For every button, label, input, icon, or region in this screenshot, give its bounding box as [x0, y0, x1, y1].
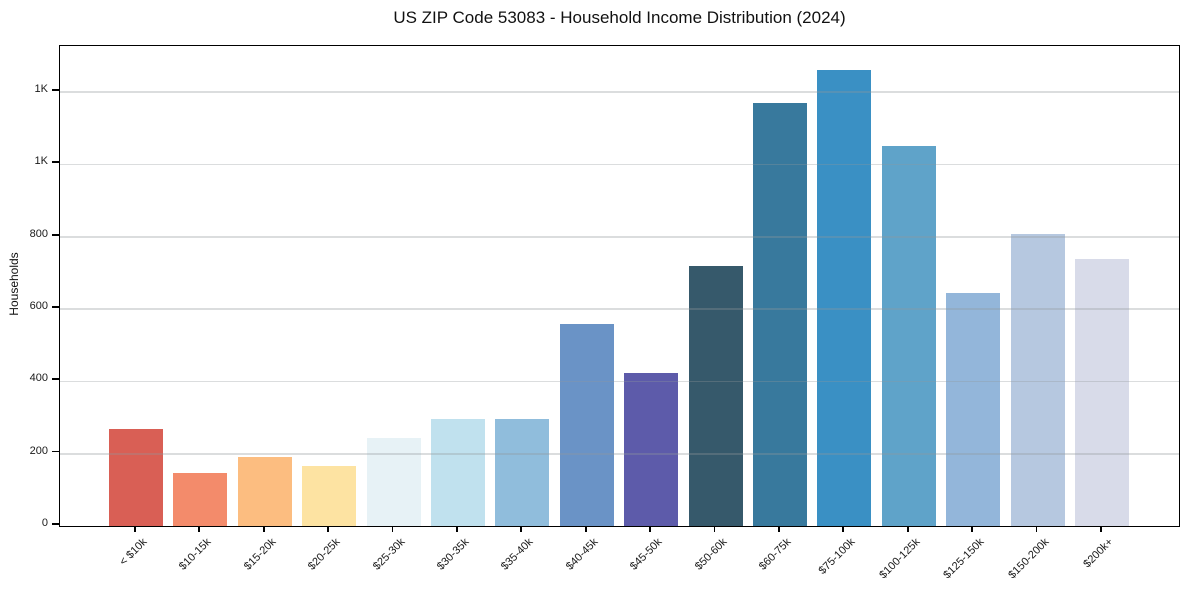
bar-$40-45k [559, 323, 614, 526]
gridline-400 [60, 380, 1179, 383]
y-tick-label-400: 400 [29, 372, 48, 385]
bar-< $10k [109, 429, 163, 526]
y-tick-1000 [52, 161, 59, 164]
x-tick-$150-200k [1035, 525, 1038, 532]
y-tick-1200 [52, 89, 59, 91]
y-axis-label: Households [7, 252, 21, 316]
bar-$30-35k [431, 419, 485, 526]
gridline-1000 [60, 163, 1179, 166]
x-tick-< $10k [134, 525, 136, 532]
y-tick-label-600: 600 [29, 300, 48, 313]
x-tick-$125-150k [971, 525, 973, 532]
bar-$25-30k [366, 438, 421, 526]
x-tick-$20-25k [327, 525, 329, 532]
gridline-600 [60, 308, 1179, 310]
bar-$15-20k [237, 456, 292, 526]
gridline-1200 [60, 91, 1179, 93]
x-tick-$50-60k [713, 525, 716, 532]
bar-$60-75k [753, 103, 807, 526]
bar-$75-100k [817, 70, 872, 526]
y-tick-label-800: 800 [29, 227, 48, 240]
x-tick-$15-20k [262, 525, 265, 532]
gridline-200 [60, 452, 1179, 455]
bar-$45-50k [624, 373, 679, 526]
x-tick-$60-75k [778, 525, 780, 532]
x-tick-$40-45k [584, 525, 587, 532]
bar-$50-60k [688, 265, 743, 526]
x-tick-$200k+ [1100, 525, 1102, 532]
y-tick-label-1200: 1K [34, 83, 48, 96]
bar-$100-125k [881, 146, 936, 526]
bar-$10-15k [173, 472, 228, 526]
x-tick-$45-50k [649, 525, 651, 532]
x-tick-label-< $10k: < $10k [117, 535, 150, 568]
bar-$35-40k [495, 418, 550, 526]
y-tick-600 [52, 306, 59, 308]
bar-$200k+ [1075, 258, 1129, 526]
y-tick-label-200: 200 [29, 444, 48, 457]
x-tick-$75-100k [842, 525, 845, 532]
y-tick-200 [52, 450, 59, 453]
y-tick-400 [52, 378, 59, 381]
bar-$150-200k [1010, 233, 1065, 526]
x-tick-$25-30k [391, 525, 394, 532]
y-tick-800 [52, 233, 59, 236]
x-tick-$35-40k [520, 525, 523, 532]
x-tick-$100-125k [906, 525, 909, 532]
y-tick-label-0: 0 [41, 517, 48, 529]
y-tick-0 [52, 523, 59, 525]
bar-$20-25k [302, 466, 357, 526]
gridline-800 [60, 236, 1179, 238]
x-tick-$30-35k [456, 525, 458, 532]
plot-area [59, 45, 1180, 527]
y-tick-label-1000: 1K [34, 155, 48, 168]
chart-title: US ZIP Code 53083 - Household Income Dis… [393, 8, 846, 27]
x-tick-$10-15k [198, 525, 201, 532]
bar-$125-150k [946, 293, 1001, 526]
